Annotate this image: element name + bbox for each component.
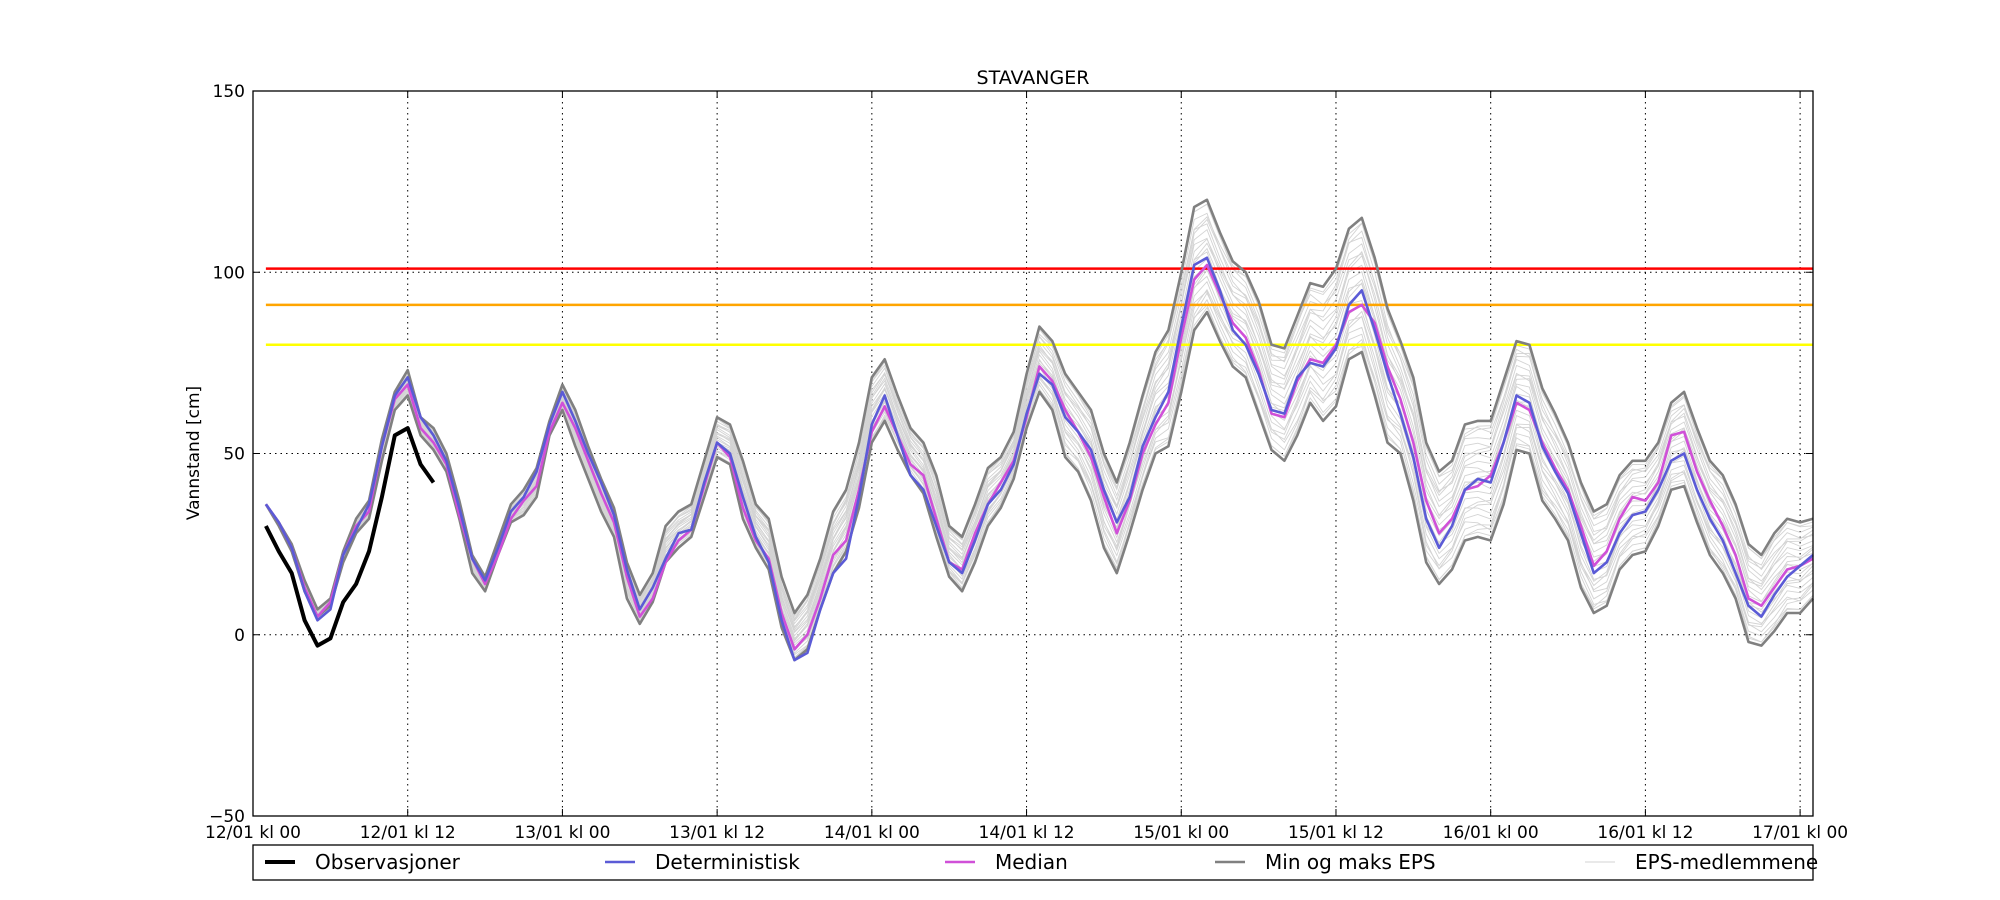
legend-label: Observasjoner (315, 850, 461, 874)
x-tick-label: 16/01 kl 00 (1443, 823, 1539, 843)
deterministic-line (264, 256, 1814, 662)
y-axis-label: Vannstand [cm] (184, 386, 204, 520)
x-tick-label: 15/01 kl 00 (1133, 823, 1229, 843)
x-tick-label: 14/01 kl 12 (979, 823, 1075, 843)
x-tick-label: 16/01 kl 12 (1597, 823, 1693, 843)
data-series (264, 198, 1814, 662)
eps-member-line (265, 275, 1814, 640)
observations-line (264, 426, 436, 648)
y-tick-label: 0 (234, 626, 245, 646)
x-tick-label: 17/01 kl 00 (1752, 823, 1848, 843)
threshold-lines (265, 267, 1813, 347)
chart-title: STAVANGER (977, 67, 1090, 89)
eps-max-line (264, 198, 1814, 615)
y-tick-label: 50 (223, 445, 245, 465)
x-tick-label: 14/01 kl 00 (824, 823, 920, 843)
legend-box (252, 844, 1814, 881)
eps-member-line (265, 290, 1814, 646)
median-line (264, 263, 1814, 651)
x-tick-label: 13/01 kl 00 (514, 823, 610, 843)
y-tick-label: −50 (209, 807, 245, 827)
x-tick-label: 15/01 kl 12 (1288, 823, 1384, 843)
y-tick-label: 100 (213, 263, 245, 283)
legend: Observasjoner Deterministisk Median Min og … (252, 844, 1818, 881)
legend-label: Min og maks EPS (1265, 850, 1436, 874)
axis-ticks: 12/01 kl 00 12/01 kl 12 13/01 kl 00 13/01 k… (205, 82, 1848, 843)
legend-label: Median (995, 850, 1068, 874)
x-tick-label: 12/01 kl 00 (205, 823, 301, 843)
x-tick-label: 12/01 kl 12 (360, 823, 456, 843)
legend-label: Deterministisk (655, 850, 800, 874)
y-tick-label: 150 (213, 82, 245, 102)
gridlines (253, 91, 1813, 816)
legend-label: EPS-medlemmene (1635, 850, 1818, 874)
eps-member-line (265, 292, 1814, 659)
eps-min-line (264, 310, 1814, 662)
x-tick-label: 13/01 kl 12 (669, 823, 765, 843)
